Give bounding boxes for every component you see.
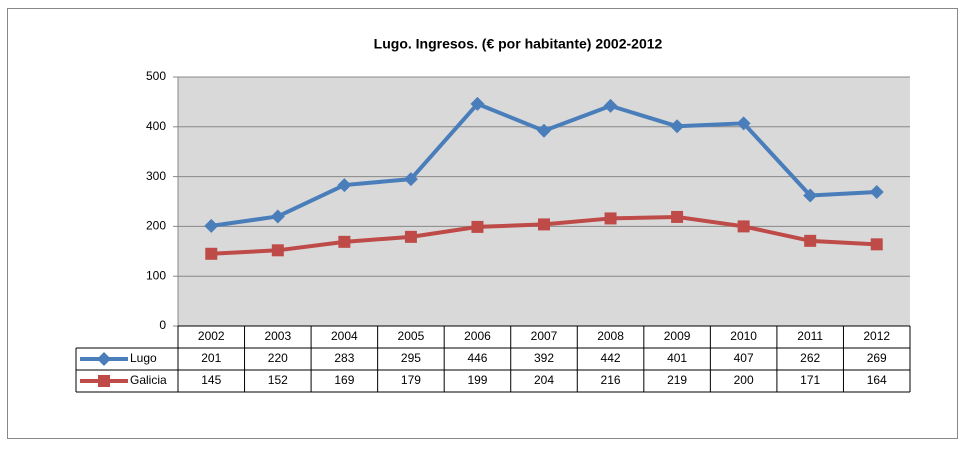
legend-label: Lugo <box>130 351 157 365</box>
x-tick-label: 2011 <box>797 329 823 343</box>
marker <box>470 96 485 111</box>
marker <box>471 220 484 233</box>
marker <box>205 247 218 260</box>
table-value: 171 <box>800 373 820 387</box>
marker <box>204 218 219 233</box>
table-value: 201 <box>201 351 221 365</box>
table-value: 200 <box>734 373 754 387</box>
table-value: 145 <box>201 373 221 387</box>
marker <box>537 123 551 138</box>
chart-title: Lugo. Ingresos. (€ por habitante) 2002-2… <box>374 36 663 52</box>
y-tick-label: 500 <box>146 69 166 83</box>
table-value: 216 <box>601 373 621 387</box>
table-value: 204 <box>534 373 554 387</box>
marker <box>737 220 750 233</box>
table-value: 169 <box>334 373 354 387</box>
y-tick-label: 0 <box>159 318 166 332</box>
table-value: 401 <box>667 351 687 365</box>
marker <box>870 238 883 251</box>
x-tick-label: 2005 <box>398 329 425 343</box>
x-tick-label: 2010 <box>730 329 757 343</box>
marker <box>804 234 817 247</box>
y-tick-label: 100 <box>146 268 166 282</box>
y-tick-label: 400 <box>146 119 166 133</box>
marker <box>670 119 685 134</box>
marker <box>97 352 111 366</box>
marker <box>404 230 417 243</box>
marker <box>604 212 617 225</box>
x-tick-label: 2006 <box>464 329 491 343</box>
marker <box>403 172 418 187</box>
y-tick-label: 200 <box>146 219 166 233</box>
table-value: 295 <box>401 351 421 365</box>
marker <box>337 178 352 193</box>
marker <box>98 375 110 387</box>
x-tick-label: 2012 <box>863 329 890 343</box>
marker <box>803 188 818 203</box>
table-value: 283 <box>334 351 354 365</box>
table-value: 446 <box>467 351 487 365</box>
x-tick-label: 2002 <box>198 329 225 343</box>
x-tick-label: 2004 <box>331 329 358 343</box>
table-value: 179 <box>401 373 421 387</box>
marker <box>270 209 285 224</box>
y-tick-label: 300 <box>146 169 166 183</box>
marker <box>671 210 684 223</box>
table-value: 199 <box>467 373 487 387</box>
marker <box>338 235 351 248</box>
table-value: 442 <box>601 351 621 365</box>
marker <box>271 244 284 257</box>
x-tick-label: 2009 <box>664 329 691 343</box>
x-tick-label: 2008 <box>597 329 624 343</box>
table-value: 152 <box>268 373 288 387</box>
table-value: 219 <box>667 373 687 387</box>
plot-area <box>178 77 910 326</box>
x-tick-label: 2007 <box>531 329 558 343</box>
table-value: 164 <box>867 373 887 387</box>
marker <box>736 116 751 131</box>
table-value: 407 <box>734 351 754 365</box>
legend-label: Galicia <box>130 373 167 387</box>
marker <box>603 98 618 113</box>
x-tick-label: 2003 <box>264 329 291 343</box>
marker <box>538 218 550 231</box>
table-value: 220 <box>268 351 288 365</box>
table-value: 269 <box>867 351 887 365</box>
marker <box>869 185 884 200</box>
table-value: 262 <box>800 351 820 365</box>
table-value: 392 <box>534 351 554 365</box>
